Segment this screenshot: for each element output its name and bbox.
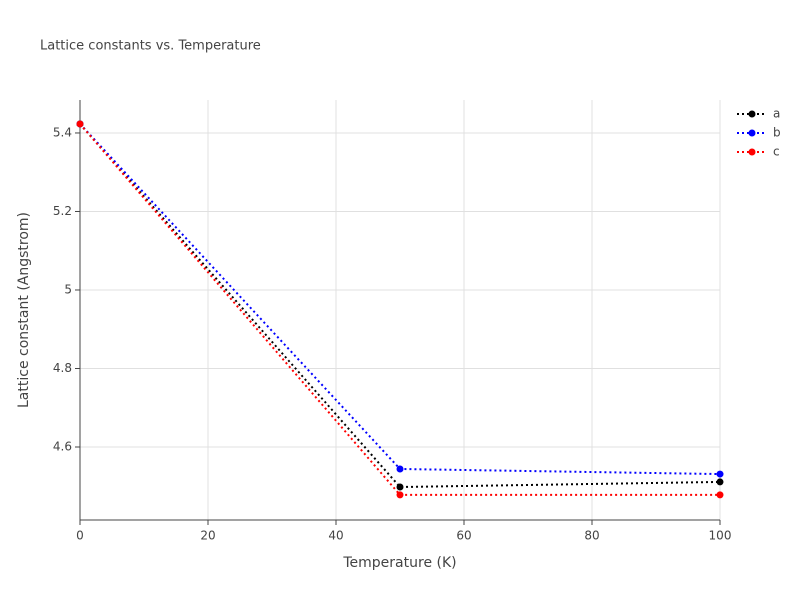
x-tick-label: 20 xyxy=(200,529,215,543)
legend-label: c xyxy=(773,145,780,159)
data-point xyxy=(396,491,404,499)
y-tick-label: 5 xyxy=(64,282,72,296)
y-tick-label: 5.2 xyxy=(53,204,72,218)
legend-marker xyxy=(748,110,756,118)
x-tick-label: 60 xyxy=(456,529,471,543)
legend-label: a xyxy=(773,107,780,121)
data-point xyxy=(716,470,724,478)
data-point xyxy=(396,465,404,473)
y-tick-label: 4.6 xyxy=(53,439,72,453)
y-tick-label: 4.8 xyxy=(53,361,72,375)
legend-label: b xyxy=(773,126,781,140)
chart-title: Lattice constants vs. Temperature xyxy=(40,39,261,54)
y-tick-label: 5.4 xyxy=(53,125,72,139)
x-axis-title: Temperature (K) xyxy=(342,555,456,571)
x-tick-label: 40 xyxy=(328,529,343,543)
data-point xyxy=(716,478,724,486)
data-point xyxy=(716,491,724,499)
x-tick-label: 0 xyxy=(76,529,84,543)
series-line xyxy=(79,123,721,489)
data-point xyxy=(396,483,404,491)
legend-marker xyxy=(748,129,756,137)
legend-marker xyxy=(748,148,756,156)
data-point xyxy=(76,120,84,128)
y-axis-title: Lattice constant (Angstrom) xyxy=(16,212,32,408)
x-tick-label: 100 xyxy=(709,529,732,543)
x-tick-label: 80 xyxy=(584,529,599,543)
